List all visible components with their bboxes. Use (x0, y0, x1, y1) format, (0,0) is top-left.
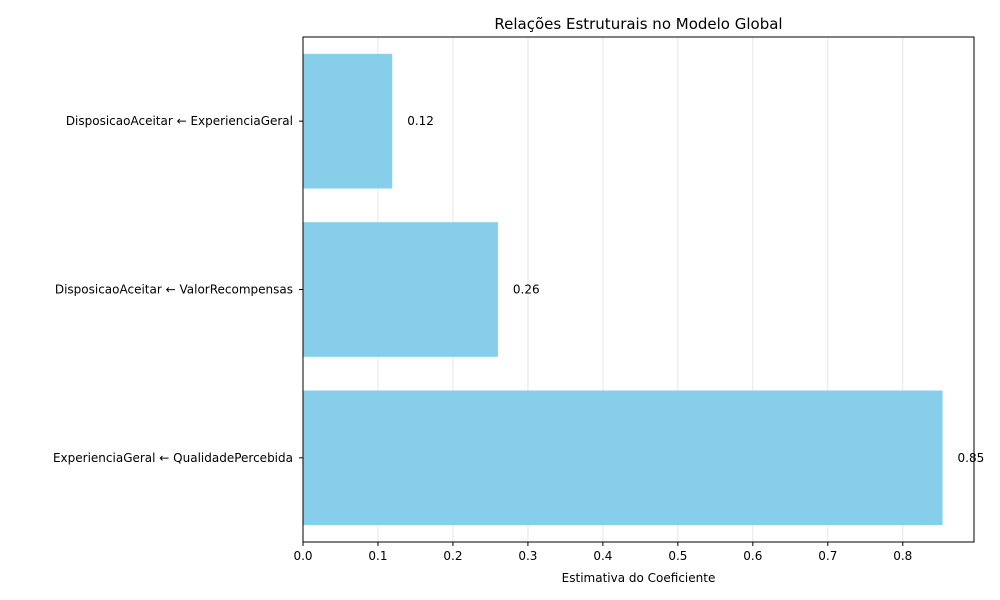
bar (303, 53, 393, 189)
bar-value-label: 0.85 (958, 451, 985, 465)
x-tick-label: 0.2 (443, 549, 462, 563)
bar (303, 222, 498, 357)
bars-layer (303, 53, 943, 526)
x-tick-label: 0.4 (593, 549, 612, 563)
x-tick-label: 0.0 (293, 549, 312, 563)
x-tick-label: 0.8 (893, 549, 912, 563)
bar-value-label: 0.12 (407, 114, 434, 128)
x-axis-label: Estimativa do Coeficiente (562, 571, 716, 585)
chart-title: Relações Estruturais no Modelo Global (494, 15, 782, 33)
x-tick-label: 0.1 (368, 549, 387, 563)
x-tick-label: 0.7 (818, 549, 837, 563)
y-tick-label: DisposicaoAceitar ← ValorRecompensas (55, 283, 293, 297)
y-tick-label: DisposicaoAceitar ← ExperienciaGeral (66, 114, 293, 128)
bar (303, 390, 943, 526)
x-tick-label: 0.5 (668, 549, 687, 563)
labels-layer: 0.85 0.26 0.12 (407, 114, 984, 465)
y-tick-label: ExperienciaGeral ← QualidadePercebida (53, 451, 293, 465)
x-tick-label: 0.6 (743, 549, 762, 563)
bar-value-label: 0.26 (513, 283, 540, 297)
x-tick-label: 0.3 (518, 549, 537, 563)
ticks-layer: 0.0 0.1 0.2 0.3 0.4 0.5 0.6 0.7 0.8 ExperienciaGe… (53, 114, 912, 563)
